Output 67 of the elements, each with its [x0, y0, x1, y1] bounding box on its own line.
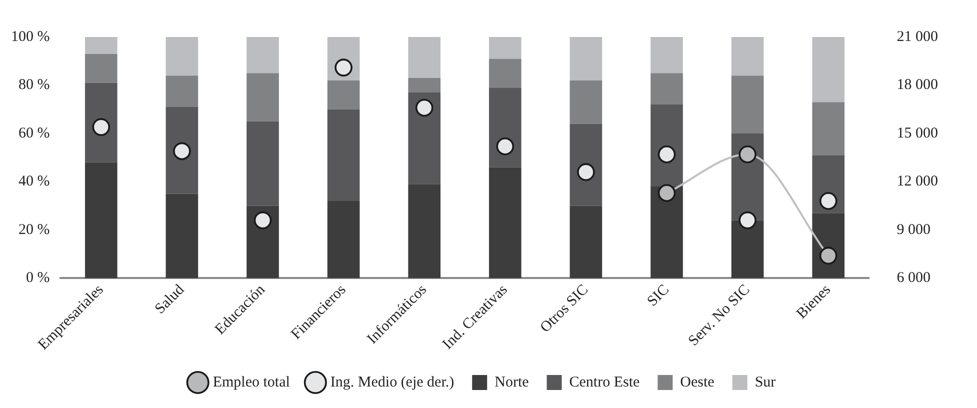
bar [812, 37, 845, 102]
bar [246, 73, 279, 122]
point [577, 163, 595, 181]
bar [166, 37, 198, 76]
y2-tick-label: 9 000 [896, 222, 930, 238]
legend-label: Sur [754, 374, 776, 390]
bar [408, 184, 441, 278]
bar [731, 220, 764, 278]
legend-label: Empleo total [212, 374, 290, 390]
point [415, 98, 434, 117]
point [819, 192, 838, 210]
y-tick-label: 20 % [18, 222, 50, 238]
point [738, 211, 756, 230]
point [92, 118, 110, 136]
bar [731, 76, 764, 134]
legend-label: Norte [494, 374, 530, 390]
y2-tick-label: 21 000 [896, 28, 938, 45]
x-tick-label: Otros SIC [538, 282, 592, 336]
y2-tick-label: 12 000 [896, 174, 938, 190]
bar [84, 82, 118, 162]
bar [488, 167, 522, 278]
bar [327, 109, 360, 202]
bar [408, 37, 441, 78]
point [173, 142, 191, 160]
bar [488, 37, 522, 59]
bar [246, 121, 279, 206]
bar [488, 88, 522, 168]
point [658, 184, 676, 202]
bar [166, 106, 198, 194]
y2-tick-label: 15 000 [896, 125, 938, 142]
bar [408, 78, 441, 92]
bar [488, 58, 522, 88]
legend-label: Centro Este [569, 374, 640, 390]
bar [408, 92, 441, 184]
y2-tick-label: 6 000 [896, 270, 930, 286]
point [658, 145, 676, 164]
x-tick-label: Serv. No SIC [686, 282, 754, 350]
point [819, 246, 838, 265]
bar [731, 37, 764, 76]
bar [650, 37, 683, 74]
bar [327, 80, 360, 110]
legend-label: Oeste [680, 374, 715, 390]
y-tick-label: 100 % [10, 28, 50, 45]
bar [650, 73, 683, 105]
bar [812, 102, 845, 156]
bar [84, 162, 118, 278]
point [496, 137, 514, 156]
point [738, 145, 756, 164]
bar [570, 80, 602, 124]
y2-tick-label: 18 000 [896, 77, 938, 94]
y-tick-label: 60 % [18, 125, 50, 142]
bar [327, 201, 360, 278]
legend-label: Ing. Medio (eje der.) [330, 374, 454, 390]
point [254, 211, 272, 230]
bar [84, 54, 118, 83]
y-tick-label: 0 % [26, 270, 50, 286]
bar [246, 37, 279, 74]
bar [84, 37, 118, 54]
bar [650, 186, 683, 278]
y-tick-label: 40 % [18, 174, 50, 190]
bar [570, 206, 602, 278]
x-tick-label: SIC [644, 282, 672, 310]
y-tick-label: 80 % [18, 77, 50, 94]
bar [570, 124, 602, 206]
bar [166, 76, 198, 107]
bar [166, 194, 198, 278]
bar [570, 37, 602, 80]
